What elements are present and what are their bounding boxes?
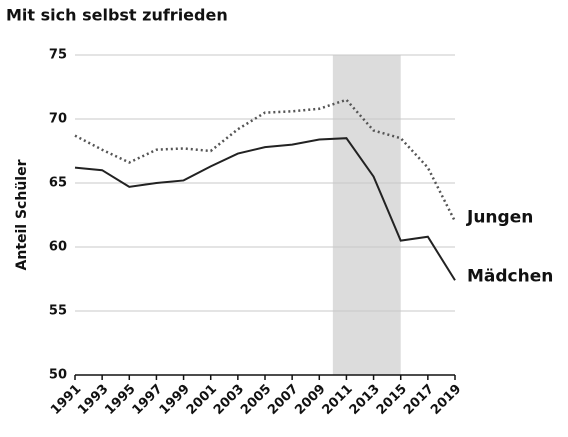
chart-title: Mit sich selbst zufrieden — [6, 6, 228, 25]
x-tick-label: 1997 — [130, 382, 166, 418]
y-tick-label: 55 — [49, 304, 67, 319]
x-tick-label: 2017 — [401, 382, 437, 418]
x-tick-label: 2019 — [428, 382, 464, 418]
x-tick-label: 2015 — [374, 382, 410, 418]
x-tick-label: 2003 — [211, 382, 247, 418]
line-series — [74, 98, 457, 222]
y-tick-label: 75 — [49, 48, 67, 63]
y-tick-label: 60 — [49, 240, 67, 255]
x-tick-label: 1991 — [48, 382, 84, 418]
x-tick-label: 1999 — [157, 382, 193, 418]
x-tick-label: 1995 — [102, 382, 138, 418]
x-tick-label: 2005 — [238, 382, 274, 418]
y-axis-label: Anteil Schüler — [14, 159, 30, 270]
y-tick-label: 65 — [49, 176, 67, 191]
series-label: Mädchen — [467, 266, 553, 286]
x-tick-label: 2001 — [184, 382, 220, 418]
line-series — [74, 137, 456, 281]
series-label: Jungen — [466, 207, 533, 227]
y-tick-label: 70 — [49, 112, 67, 127]
x-tick-label: 2007 — [265, 382, 301, 418]
x-tick-label: 2013 — [347, 382, 383, 418]
y-tick-label: 50 — [49, 368, 67, 383]
x-tick-label: 2011 — [320, 382, 356, 418]
x-tick-label: 1993 — [75, 382, 111, 418]
x-tick-label: 2009 — [292, 382, 328, 418]
